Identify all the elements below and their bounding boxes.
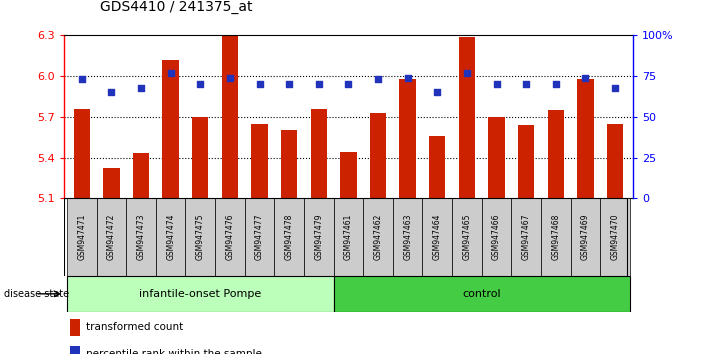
Text: GSM947472: GSM947472 <box>107 214 116 261</box>
Text: disease state: disease state <box>4 289 69 299</box>
Point <box>373 76 384 82</box>
FancyBboxPatch shape <box>127 198 156 276</box>
Point <box>284 81 295 87</box>
Bar <box>133 153 149 198</box>
Point <box>313 81 324 87</box>
Text: GSM947465: GSM947465 <box>462 214 471 261</box>
Point <box>165 70 176 76</box>
Point <box>343 81 354 87</box>
Bar <box>70 319 80 336</box>
FancyBboxPatch shape <box>333 276 630 312</box>
Text: infantile-onset Pompe: infantile-onset Pompe <box>139 289 262 299</box>
FancyBboxPatch shape <box>67 276 333 312</box>
FancyBboxPatch shape <box>274 198 304 276</box>
Text: GSM947473: GSM947473 <box>137 214 146 261</box>
Text: GSM947463: GSM947463 <box>403 214 412 261</box>
Bar <box>459 37 475 198</box>
Bar <box>341 152 356 198</box>
FancyBboxPatch shape <box>392 198 422 276</box>
FancyBboxPatch shape <box>600 198 630 276</box>
FancyBboxPatch shape <box>511 198 541 276</box>
Point <box>550 81 562 87</box>
Text: GSM947461: GSM947461 <box>344 214 353 261</box>
Point <box>491 81 502 87</box>
Text: GSM947467: GSM947467 <box>522 214 530 261</box>
Text: GSM947476: GSM947476 <box>225 214 235 261</box>
Text: GSM947475: GSM947475 <box>196 214 205 261</box>
Bar <box>281 130 297 198</box>
Text: GSM947462: GSM947462 <box>373 214 383 261</box>
FancyBboxPatch shape <box>422 198 452 276</box>
Text: GSM947466: GSM947466 <box>492 214 501 261</box>
Point <box>520 81 532 87</box>
Bar <box>607 124 623 198</box>
Point <box>579 75 591 81</box>
FancyBboxPatch shape <box>304 198 333 276</box>
Text: GDS4410 / 241375_at: GDS4410 / 241375_at <box>100 0 252 14</box>
Text: GSM947478: GSM947478 <box>284 214 294 261</box>
Text: transformed count: transformed count <box>85 322 183 332</box>
FancyBboxPatch shape <box>570 198 600 276</box>
FancyBboxPatch shape <box>452 198 481 276</box>
Text: GSM947470: GSM947470 <box>611 214 619 261</box>
Bar <box>547 110 564 198</box>
Bar <box>429 136 445 198</box>
Bar <box>222 35 238 198</box>
Text: GSM947468: GSM947468 <box>551 214 560 261</box>
Bar <box>488 117 505 198</box>
Point <box>609 85 621 90</box>
FancyBboxPatch shape <box>156 198 186 276</box>
Text: control: control <box>462 289 501 299</box>
Text: GSM947464: GSM947464 <box>433 214 442 261</box>
Bar <box>370 113 386 198</box>
Point <box>195 81 206 87</box>
Bar <box>192 117 208 198</box>
FancyBboxPatch shape <box>363 198 392 276</box>
Point <box>106 90 117 95</box>
FancyBboxPatch shape <box>67 198 97 276</box>
FancyBboxPatch shape <box>333 198 363 276</box>
Point <box>135 85 146 90</box>
Bar <box>163 60 178 198</box>
Text: percentile rank within the sample: percentile rank within the sample <box>85 349 262 354</box>
Bar <box>400 79 416 198</box>
Text: GSM947471: GSM947471 <box>77 214 86 261</box>
Bar <box>252 124 267 198</box>
FancyBboxPatch shape <box>97 198 127 276</box>
Text: GSM947477: GSM947477 <box>255 214 264 261</box>
Point <box>461 70 473 76</box>
Point <box>432 90 443 95</box>
Bar <box>103 169 119 198</box>
Point <box>76 76 87 82</box>
Text: GSM947479: GSM947479 <box>314 214 324 261</box>
Bar <box>577 79 594 198</box>
Text: GSM947469: GSM947469 <box>581 214 590 261</box>
Bar <box>74 109 90 198</box>
Point <box>402 75 413 81</box>
FancyBboxPatch shape <box>541 198 570 276</box>
Bar <box>518 125 534 198</box>
Point <box>254 81 265 87</box>
Text: GSM947474: GSM947474 <box>166 214 175 261</box>
FancyBboxPatch shape <box>215 198 245 276</box>
Bar <box>70 346 80 354</box>
FancyBboxPatch shape <box>186 198 215 276</box>
FancyBboxPatch shape <box>481 198 511 276</box>
Point <box>224 75 235 81</box>
FancyBboxPatch shape <box>245 198 274 276</box>
Bar <box>311 109 327 198</box>
